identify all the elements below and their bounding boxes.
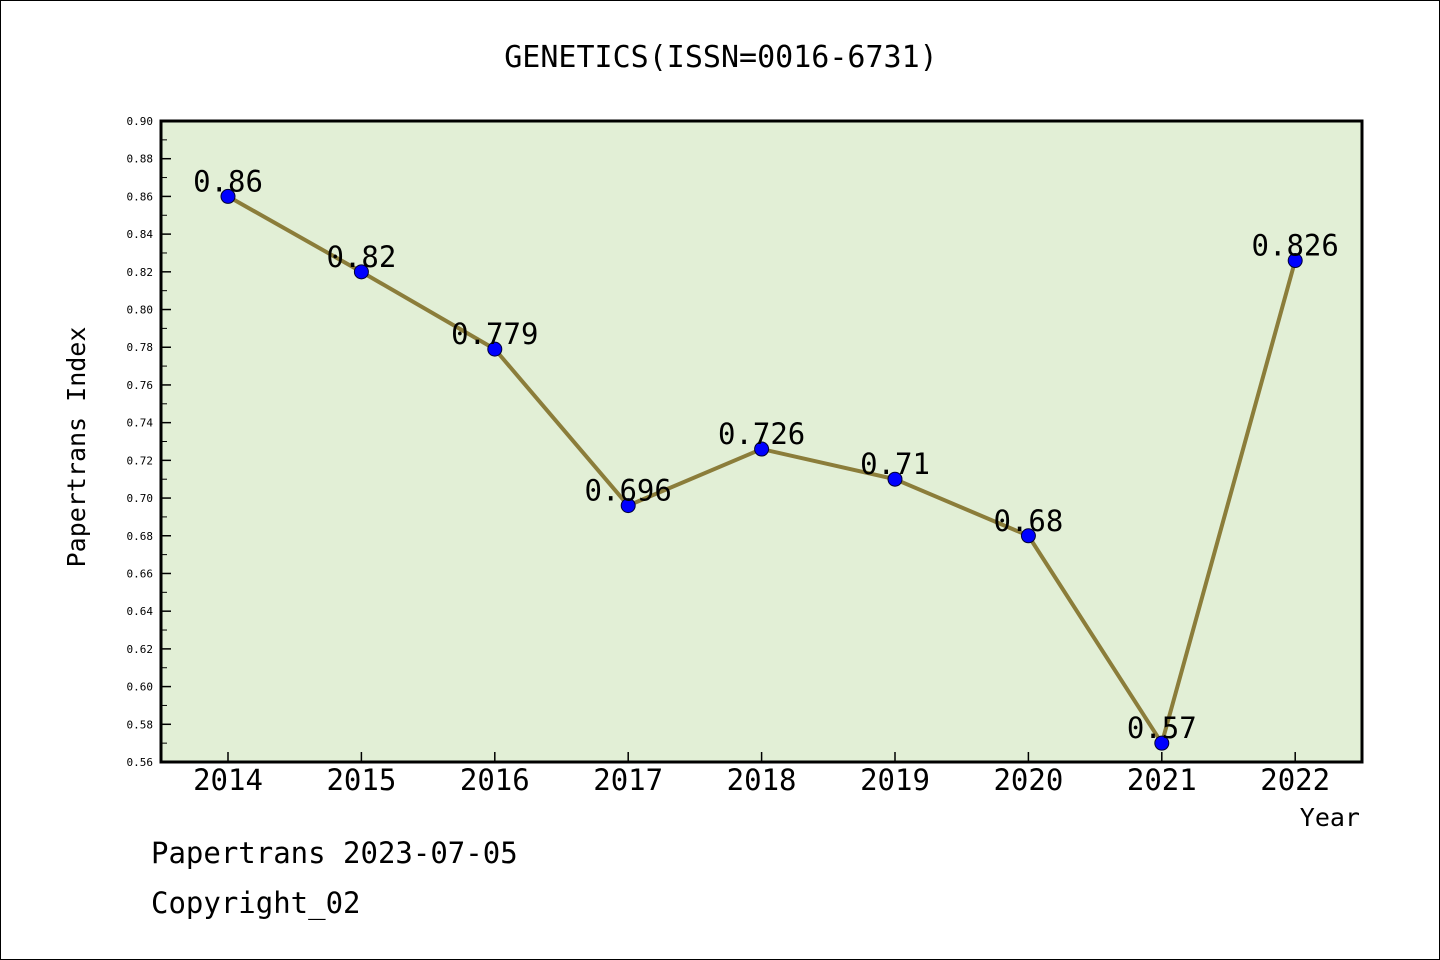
y-tick-label: 0.74 <box>127 417 154 430</box>
data-point-marker <box>754 441 770 457</box>
y-tick-label: 0.58 <box>127 718 154 731</box>
y-axis-label: Papertrans Index <box>62 327 91 568</box>
data-point-marker <box>620 498 636 514</box>
data-series: 0.86 0.82 0.779 0.696 0.726 0.71 0.68 0.57 0.826 <box>193 164 1339 751</box>
data-point-marker <box>353 264 369 280</box>
data-label: 0.826 <box>1252 229 1339 263</box>
y-tick-label: 0.60 <box>127 681 154 694</box>
data-label: 0.57 <box>1127 711 1197 745</box>
data-label: 0.696 <box>585 474 672 508</box>
data-point-marker <box>1287 253 1303 269</box>
y-tick-label: 0.62 <box>127 643 154 656</box>
y-tick-label: 0.86 <box>127 190 154 203</box>
data-label: 0.71 <box>860 447 930 481</box>
data-point-marker <box>220 188 236 204</box>
x-tick-label: 2016 <box>460 763 530 797</box>
y-tick-label: 0.70 <box>127 492 154 505</box>
y-tick-label: 0.84 <box>127 228 154 241</box>
x-axis-ticks: 2014 2015 2016 2017 2018 2019 2020 2021 2022 <box>193 752 1330 797</box>
data-label: 0.68 <box>993 504 1063 538</box>
x-tick-label: 2015 <box>326 763 396 797</box>
x-tick-label: 2020 <box>993 763 1063 797</box>
data-point-marker <box>487 341 503 357</box>
y-tick-label: 0.78 <box>127 341 154 354</box>
data-label: 0.726 <box>718 417 805 451</box>
chart-title: GENETICS(ISSN=0016-6731) <box>504 40 937 75</box>
x-tick-label: 2017 <box>593 763 663 797</box>
x-axis-label: Year <box>1300 803 1360 832</box>
x-tick-label: 2019 <box>860 763 930 797</box>
footer-date: Papertrans 2023-07-05 <box>151 836 518 870</box>
data-label: 0.82 <box>326 240 396 274</box>
y-tick-label: 0.68 <box>127 530 154 543</box>
data-point-marker <box>1020 528 1036 544</box>
data-point-marker <box>887 471 903 487</box>
y-tick-label: 0.80 <box>127 304 154 317</box>
y-tick-label: 0.66 <box>127 567 154 580</box>
y-tick-label: 0.56 <box>127 756 154 769</box>
data-point-marker <box>1154 735 1170 751</box>
plot-area <box>159 119 1364 764</box>
y-tick-label: 0.82 <box>127 266 154 279</box>
y-tick-label: 0.90 <box>127 115 154 128</box>
x-tick-label: 2021 <box>1127 763 1197 797</box>
x-tick-label: 2018 <box>727 763 797 797</box>
x-tick-label: 2022 <box>1260 763 1330 797</box>
footer-copyright: Copyright_02 <box>151 886 361 920</box>
y-tick-label: 0.88 <box>127 153 154 166</box>
data-label: 0.779 <box>451 317 538 351</box>
y-tick-label: 0.76 <box>127 379 154 392</box>
data-label: 0.86 <box>193 164 263 198</box>
y-axis-ticks: 0.56 0.58 0.60 0.62 0.64 0.66 0.68 0.70 0.72 0.74… <box>127 115 171 769</box>
x-tick-label: 2014 <box>193 763 263 797</box>
y-tick-label: 0.64 <box>127 605 154 618</box>
y-tick-label: 0.72 <box>127 454 154 467</box>
